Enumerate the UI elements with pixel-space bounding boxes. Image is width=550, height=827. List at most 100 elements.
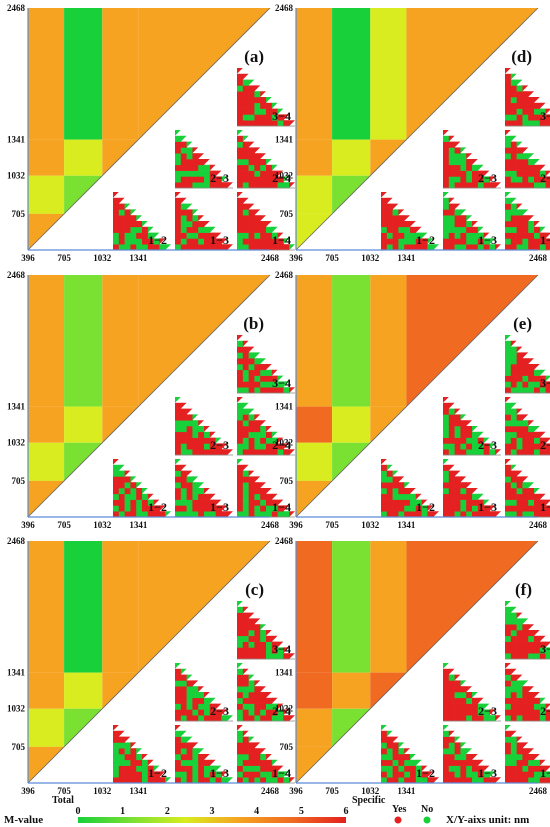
specific-cell [175, 470, 182, 477]
specific-cell [505, 777, 512, 784]
specific-cell [254, 164, 261, 171]
specific-cell [472, 754, 478, 760]
specific-cell [124, 511, 131, 518]
specific-cell [539, 226, 546, 233]
specific-cell [254, 176, 261, 183]
specific-cell [534, 437, 541, 444]
specific-cell [483, 505, 490, 512]
specific-cell [489, 709, 496, 716]
specific-cell [448, 715, 455, 722]
y-tick-label: 1341 [275, 135, 294, 145]
specific-cell [113, 470, 120, 477]
specific-cell [466, 759, 473, 766]
specific-cell [118, 493, 125, 500]
specific-cell [260, 715, 267, 722]
specific-cell [522, 647, 529, 654]
specific-cell [454, 232, 461, 239]
specific-cell [130, 765, 137, 772]
specific-cell [237, 663, 243, 669]
pair-label: 1−4 [272, 500, 291, 514]
pair-label: 1−2 [416, 233, 435, 247]
specific-cell [522, 431, 529, 438]
specific-cell [242, 499, 249, 506]
specific-cell [221, 238, 228, 245]
specific-cell [534, 369, 541, 376]
specific-cell [443, 777, 450, 784]
specific-cell [448, 431, 455, 438]
specific-cell [528, 153, 534, 159]
specific-cell [204, 765, 211, 772]
specific-subpanel: 2−3 [443, 663, 501, 722]
specific-cell [516, 499, 523, 506]
specific-cell [545, 715, 550, 722]
specific-cell [204, 505, 211, 512]
specific-cell [159, 777, 166, 784]
specific-cell [528, 97, 535, 104]
specific-cell [466, 686, 472, 692]
specific-cell [142, 511, 149, 518]
specific-subpanel: 1−2 [381, 459, 439, 518]
specific-cell [534, 709, 541, 716]
specific-cell [381, 203, 388, 210]
specific-cell [404, 221, 411, 228]
specific-cell [242, 402, 249, 409]
specific-cell [204, 777, 211, 784]
specific-cell [118, 511, 125, 518]
specific-cell [398, 226, 405, 233]
specific-cell [448, 135, 455, 142]
specific-cell [266, 375, 273, 382]
specific-cell [215, 443, 222, 450]
specific-cell [159, 505, 166, 512]
specific-cell [242, 97, 249, 104]
specific-cell [209, 703, 216, 710]
specific-cell [410, 221, 416, 227]
specific-cell [448, 499, 455, 506]
specific-cell [528, 641, 535, 648]
specific-cell [198, 493, 205, 500]
specific-cell [510, 420, 517, 427]
specific-cell [242, 488, 249, 495]
specific-cell [522, 703, 529, 710]
specific-cell [254, 709, 261, 716]
specific-cell [248, 97, 255, 104]
specific-cell [516, 759, 523, 766]
specific-cell [237, 777, 244, 784]
specific-cell [248, 238, 255, 245]
specific-cell [130, 226, 137, 233]
specific-cell [443, 488, 450, 495]
specific-cell [242, 170, 249, 177]
specific-cell [198, 153, 204, 159]
specific-cell [534, 159, 540, 165]
specific-cell [392, 215, 399, 222]
specific-cell [516, 414, 523, 421]
specific-cell [386, 777, 393, 784]
specific-cell [248, 203, 255, 210]
specific-cell [260, 505, 267, 512]
specific-cell [248, 470, 255, 477]
specific-cell [118, 748, 125, 755]
specific-cell [242, 476, 249, 483]
x-tick-label: 705 [325, 786, 339, 796]
specific-cell [460, 511, 467, 518]
specific-cell [254, 232, 261, 239]
specific-cell [522, 375, 529, 382]
specific-cell [477, 715, 484, 722]
specific-subpanel: 1−2 [113, 192, 171, 251]
specific-cell [266, 771, 273, 778]
specific-cell [204, 164, 211, 171]
specific-cell [505, 402, 512, 409]
specific-cell [505, 335, 511, 341]
specific-cell [460, 147, 467, 154]
specific-cell [534, 715, 541, 722]
specific-cell [516, 476, 523, 483]
specific-cell [528, 493, 535, 500]
specific-cell [398, 505, 405, 512]
specific-cell [392, 244, 399, 251]
specific-cell [516, 91, 523, 98]
y-tick-label: 1032 [275, 438, 294, 448]
specific-cell [289, 449, 295, 455]
specific-cell [260, 759, 267, 766]
specific-cell [192, 153, 199, 160]
specific-cell [237, 159, 244, 166]
